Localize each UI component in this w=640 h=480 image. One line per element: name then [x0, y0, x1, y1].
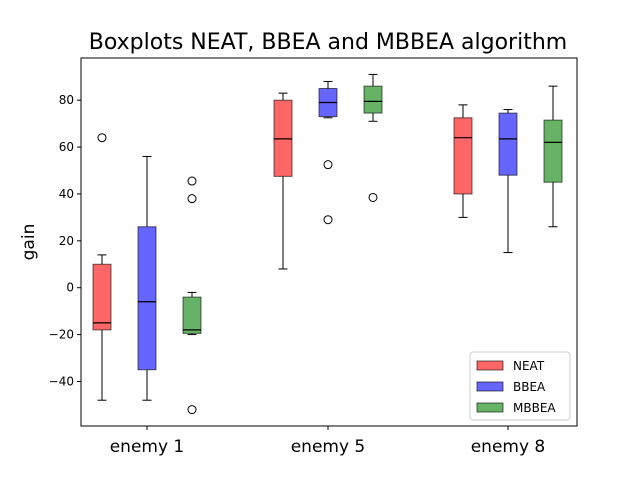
box-neat-enemy-5 [273, 92, 293, 270]
box-mbbea-enemy-5 [363, 73, 383, 202]
y-axis-label: gain [19, 224, 39, 261]
legend: NEAT BBEA MBBEA [469, 351, 571, 421]
outlier-point [323, 160, 333, 170]
legend-label: BBEA [513, 380, 546, 394]
x-tick-label: enemy 1 [110, 437, 185, 457]
legend-label: MBBEA [513, 401, 556, 415]
outlier-point [323, 215, 333, 225]
x-tick-label: enemy 8 [471, 437, 546, 457]
iqr-box [543, 119, 563, 183]
iqr-box [182, 296, 202, 334]
legend-label: NEAT [513, 359, 545, 373]
y-tick-label: 80 [59, 93, 74, 107]
x-tick-label: enemy 5 [291, 437, 366, 457]
iqr-box [453, 117, 473, 195]
chart-title: Boxplots NEAT, BBEA and MBBEA algorithm [89, 30, 567, 55]
outlier-point [368, 192, 378, 202]
y-tick-label: −20 [49, 328, 74, 342]
legend-swatch [476, 402, 504, 413]
box-mbbea-enemy-8 [543, 85, 563, 228]
outlier-point [187, 176, 197, 186]
y-tick-label: 20 [59, 234, 74, 248]
outlier-point [187, 194, 197, 204]
box-bbea-enemy-5 [318, 80, 338, 225]
box-mbbea-enemy-1 [182, 176, 202, 415]
iqr-box [498, 112, 518, 176]
axes-frame [80, 57, 578, 427]
legend-item-mbbea: MBBEA [476, 401, 556, 415]
y-tick-label: 0 [66, 281, 74, 295]
plot-area: −40 −20 0 20 40 60 80 enemy 1 enemy 5 enemy 8 [49, 57, 578, 457]
y-tick-label: −40 [49, 374, 74, 388]
y-tick-label: 60 [59, 140, 74, 154]
box-bbea-enemy-1 [137, 155, 157, 401]
legend-item-neat: NEAT [476, 359, 545, 373]
iqr-box [137, 226, 157, 371]
legend-item-bbea: BBEA [476, 380, 546, 394]
outlier-point [97, 133, 107, 143]
y-tick-label: 40 [59, 187, 74, 201]
box-neat-enemy-1 [92, 133, 112, 401]
iqr-box [92, 263, 112, 331]
iqr-box [363, 85, 383, 114]
legend-swatch [476, 381, 504, 392]
box-bbea-enemy-8 [498, 109, 518, 254]
box-neat-enemy-8 [453, 104, 473, 218]
legend-swatch [476, 360, 504, 371]
outlier-point [187, 405, 197, 415]
